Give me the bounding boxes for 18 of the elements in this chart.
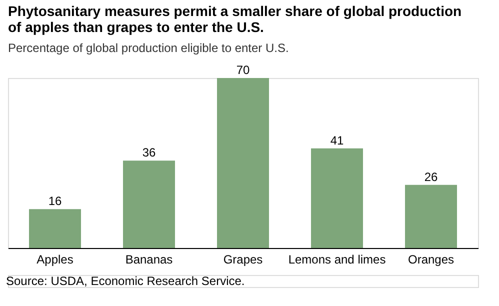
bar xyxy=(405,184,457,248)
data-label: 36 xyxy=(142,146,156,160)
data-label: 70 xyxy=(236,63,250,77)
bar xyxy=(217,78,269,248)
bar xyxy=(29,209,81,248)
bar xyxy=(311,148,363,248)
data-label: 41 xyxy=(330,133,344,148)
data-label: 16 xyxy=(48,194,62,208)
x-tick-label: Oranges xyxy=(408,252,454,266)
bar xyxy=(123,160,175,248)
x-tick-label: Apples xyxy=(36,252,74,266)
data-label: 26 xyxy=(424,170,438,184)
chart-title: Phytosanitary measures permit a smaller share of global production of apples than grapes to enter the U.S. xyxy=(8,3,462,35)
x-tick-label: Lemons and limes xyxy=(288,252,386,266)
x-tick-label: Grapes xyxy=(223,252,263,266)
chart-subtitle: Percentage of global production eligible to enter U.S. xyxy=(8,41,289,55)
source-note: Source: USDA, Economic Research Service. xyxy=(6,274,245,288)
x-tick-label: Bananas xyxy=(125,252,173,266)
